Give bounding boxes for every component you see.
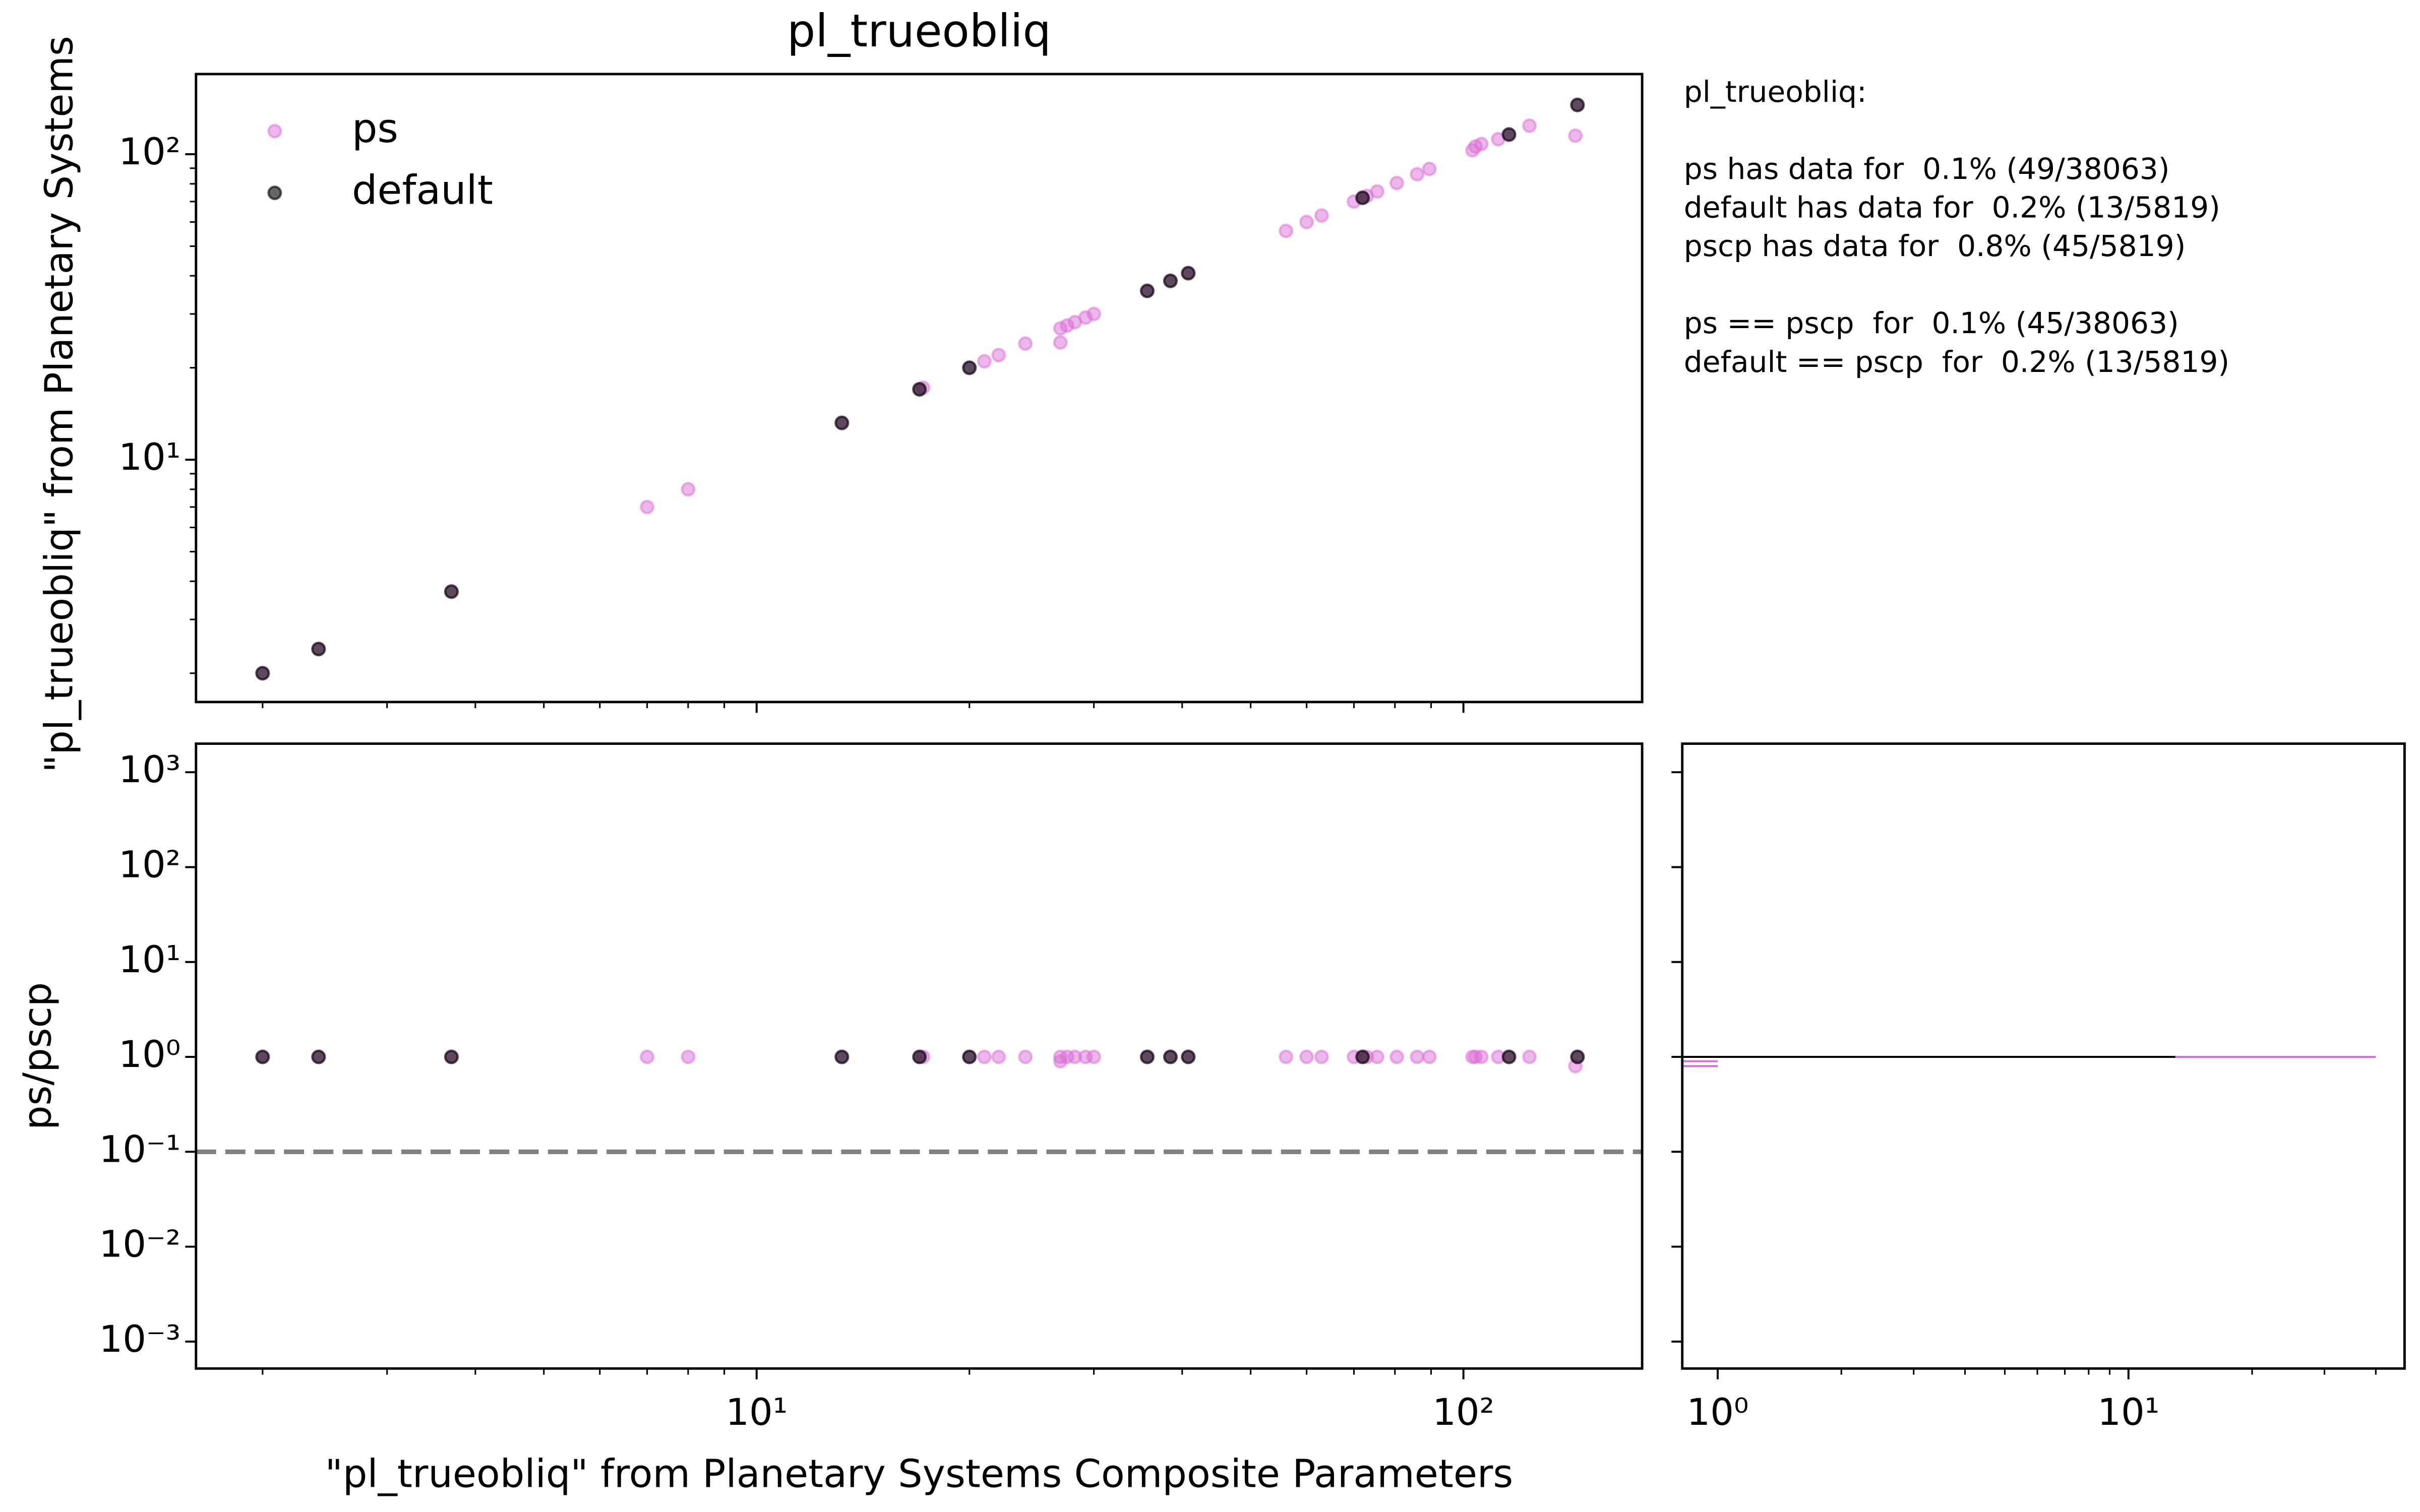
point: [255, 666, 270, 681]
point: [444, 584, 459, 599]
point: [1139, 283, 1155, 298]
point: [1163, 1049, 1178, 1064]
point: [681, 1049, 696, 1064]
point: [1181, 266, 1196, 281]
x-tick-label: 10⁰: [1686, 1391, 1748, 1434]
point: [1410, 167, 1425, 182]
point: [1570, 97, 1585, 112]
point: [1086, 306, 1102, 322]
point: [991, 348, 1006, 363]
y-tick-label: 10²: [118, 131, 180, 173]
point: [640, 499, 655, 515]
annotation-line: default == pscp for 0.2% (13/5819): [1684, 345, 2229, 379]
point: [1522, 118, 1537, 133]
annotation-line: pscp has data for 0.8% (45/5819): [1684, 229, 2186, 263]
point: [1018, 1049, 1033, 1064]
annotation-line: default has data for 0.2% (13/5819): [1684, 191, 2220, 225]
point: [962, 360, 977, 375]
point: [1086, 1049, 1102, 1064]
axes: 10¹ 10² 10⁻³ 10⁻² 10⁻¹ 10⁰ 10¹ 10² 10³ "pl_trueob…: [16, 742, 1644, 1497]
point: [912, 382, 927, 397]
legend-label: ps: [352, 105, 398, 152]
point: [444, 1049, 459, 1064]
x-tick-label: 10¹: [725, 1391, 788, 1434]
y-tick-label: 10⁻¹: [99, 1128, 180, 1171]
y-axis-label: "pl_trueobliq" from Planetary Systems: [37, 36, 82, 773]
point: [311, 1049, 326, 1064]
y-tick-label: 10⁻²: [99, 1223, 180, 1266]
y-tick-label: 10¹: [118, 938, 180, 981]
point: [834, 1049, 850, 1064]
x-tick-label: 10²: [1432, 1391, 1494, 1434]
annotation-line: pl_trueobliq:: [1684, 75, 1867, 109]
point: [1422, 161, 1437, 176]
point: [1501, 127, 1517, 142]
y-tick-label: 10⁻³: [99, 1318, 180, 1361]
point: [1501, 1049, 1517, 1064]
annotation-line: ps == pscp for 0.1% (45/38063): [1684, 306, 2179, 340]
point: [977, 354, 992, 369]
point: [1355, 190, 1370, 206]
point: [1389, 1049, 1405, 1064]
point: [1053, 335, 1068, 350]
point: [640, 1049, 655, 1064]
y-tick-label: 10¹: [118, 436, 180, 479]
point: [1568, 128, 1583, 143]
point: [1474, 1049, 1489, 1064]
point: [681, 482, 696, 497]
chart-title: pl_trueobliq: [787, 5, 1051, 57]
point: [834, 415, 850, 430]
point: [311, 642, 326, 657]
point: [912, 1049, 927, 1064]
y-tick-label: 10³: [118, 748, 180, 791]
y-axis-label: ps/pscp: [16, 982, 60, 1130]
point: [1299, 1049, 1314, 1064]
point: [962, 1049, 977, 1064]
point: [1314, 1049, 1329, 1064]
point: [1355, 1049, 1370, 1064]
legend-label: default: [352, 167, 493, 214]
y-tick-label: 10⁰: [118, 1033, 180, 1076]
point: [1279, 1049, 1294, 1064]
point: [1474, 137, 1489, 152]
axes-frame: [195, 73, 1644, 704]
legend-marker: [267, 185, 282, 201]
point: [1314, 208, 1329, 223]
point: [991, 1049, 1006, 1064]
x-axis-label: "pl_trueobliq" from Planetary Systems Co…: [325, 1452, 1514, 1497]
point: [1299, 214, 1314, 230]
point: [1522, 1049, 1537, 1064]
point: [1570, 1049, 1585, 1064]
legend-marker: [267, 123, 282, 139]
y-tick-label: 10²: [118, 843, 180, 886]
point: [1370, 184, 1385, 199]
point: [1422, 1049, 1437, 1064]
point: [1181, 1049, 1196, 1064]
point: [1139, 1049, 1155, 1064]
point: [255, 1049, 270, 1064]
point: [1389, 175, 1405, 191]
axes: 10⁰ 10¹: [1671, 742, 2406, 1434]
point: [1018, 336, 1033, 351]
x-tick-label: 10¹: [2097, 1391, 2159, 1434]
annotation-line: ps has data for 0.1% (49/38063): [1684, 152, 2170, 186]
point: [1279, 223, 1294, 238]
point: [1410, 1049, 1425, 1064]
point: [1163, 273, 1178, 288]
point: [1370, 1049, 1385, 1064]
point: [977, 1049, 992, 1064]
axes: 10¹ 10² pl_trueobliq "pl_trueobliq" from Pl…: [37, 5, 2229, 773]
